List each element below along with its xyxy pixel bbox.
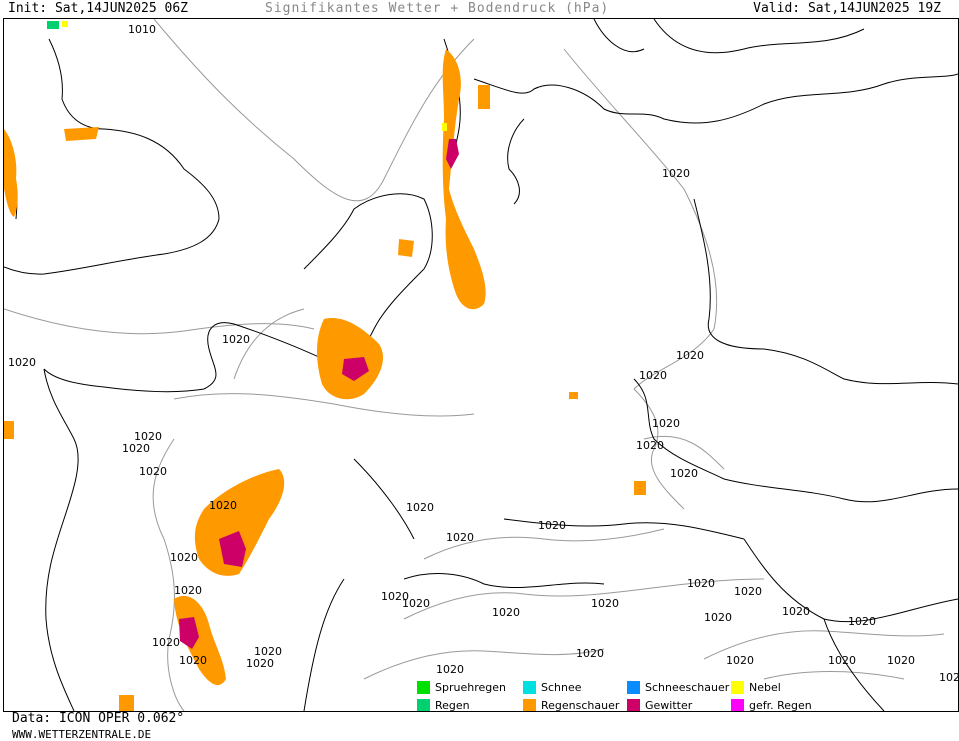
isobar-label: 1020 [676,349,704,362]
isobars [4,19,945,711]
legend-swatch [523,681,536,694]
thunder-area-france [219,531,246,567]
shower-spot-west [4,421,14,439]
isobar-label: 1020 [887,654,915,667]
isobar-label: 1020 [782,605,810,618]
shower-area-uk-small [64,127,99,141]
website: WWW.WETTERZENTRALE.DE [12,728,152,741]
isobar-label: 1020 [687,577,715,590]
isobar-label: 1020 [139,465,167,478]
valid-time: Valid: Sat,14JUN2025 19Z [753,1,941,16]
isobar-label: 1020 [179,654,207,667]
legend-label: Schneeschauer [645,681,730,694]
coastlines [4,19,958,711]
weather-map: 1010 1020 1020 1020 1020 1020 1020 1020 1020 1020… [3,18,959,712]
legend-swatch [731,699,744,711]
thunder-area-benelux [342,357,369,381]
shower-area-sea [398,239,414,257]
isobar-label: 1020 [636,439,664,452]
isobar-label: 1020 [402,597,430,610]
thunder-area-north [446,139,459,169]
isobar-label: 1020 [704,611,732,624]
isobar-label: 1020 [222,333,250,346]
shower-spot-central [569,392,578,399]
isobar-label: 1020 [726,654,754,667]
legend-swatch [627,699,640,711]
fog-spot-nw [62,21,68,27]
legend-label: gefr. Regen [749,699,812,712]
legend-swatch [417,681,430,694]
legend-label: Nebel [749,681,781,694]
isobar-label: 1020 [538,519,566,532]
shower-spot-southwest [119,695,134,711]
isobar-label: 1020 [670,467,698,480]
rain-spot-nw [47,21,59,29]
legend-label: Schnee [541,681,582,694]
isobar-label: 1020 [492,606,520,619]
legend-swatch [417,699,430,711]
isobar-label: 1020 [576,647,604,660]
shower-spot-east [634,481,646,495]
isobar-label: 1020 [436,663,464,676]
data-source: Data: ICON OPER 0.062° [12,711,185,726]
isobar-label: 1020 [406,501,434,514]
isobar-label: 1010 [128,23,156,36]
shower-area-denmark [478,85,490,109]
isobar-label: 1020 [848,615,876,628]
isobar-label: 1020 [254,645,282,658]
isobar-label: 1020 [639,369,667,382]
legend-label: Spruehregen [435,681,506,694]
isobar-label: 1020 [8,356,36,369]
isobar-label: 1020 [591,597,619,610]
isobar-label: 1020 [170,551,198,564]
legend-label: Gewitter [645,699,693,712]
init-time: Init: Sat,14JUN2025 06Z [8,1,189,16]
legend-label: Regenschauer [541,699,620,712]
isobar-label: 1020 [152,636,180,649]
map-header: Init: Sat,14JUN2025 06Z Signifikantes We… [0,0,959,20]
thunder-area-france-south [179,617,199,649]
isobar-label: 1020 [209,499,237,512]
legend-label: Regen [435,699,470,712]
isobar-label: 1020 [662,167,690,180]
map-title: Signifikantes Wetter + Bodendruck (hPa) [265,1,610,16]
shower-area-uk [4,129,18,217]
shower-area-france-west [194,469,285,576]
map-svg: 1010 1020 1020 1020 1020 1020 1020 1020 1020 1020… [4,19,958,711]
legend-swatch [523,699,536,711]
isobar-label: 1020 [174,584,202,597]
isobar-label: 1020 [246,657,274,670]
isobar-label: 1020 [939,671,958,684]
legend-swatch [627,681,640,694]
isobar-label: 1020 [652,417,680,430]
isobar-label: 1020 [122,442,150,455]
shower-area-north [442,49,486,310]
precipitation-shading [4,21,646,711]
isobar-label: 1020 [734,585,762,598]
legend-swatch [731,681,744,694]
isobar-labels: 1010 1020 1020 1020 1020 1020 1020 1020 1020 1020… [8,23,958,684]
fog-spot-north [442,123,447,131]
isobar-label: 1020 [828,654,856,667]
isobar-label: 1020 [446,531,474,544]
isobar-label: 1020 [381,590,409,603]
isobar-label: 1020 [134,430,162,443]
